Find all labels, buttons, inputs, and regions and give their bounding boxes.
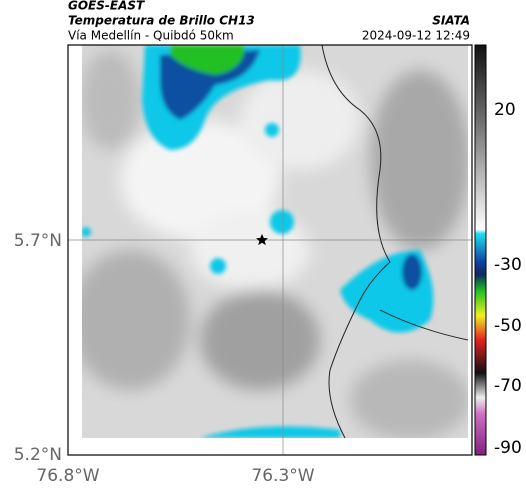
lon-label: 76.8°W xyxy=(36,466,99,486)
route: Vía Medellín - Quibdó 50km xyxy=(68,29,234,43)
location-marker xyxy=(256,234,268,246)
map-frame xyxy=(67,44,473,456)
satellite: GOES-EAST xyxy=(68,0,145,13)
lon-label: 76.3°W xyxy=(251,466,314,486)
colorbar-label: -90 xyxy=(494,438,522,458)
product: Temperatura de Brillo CH13 xyxy=(68,14,255,28)
timestamp: 2024-09-12 12:49 xyxy=(362,29,470,43)
colorbar-label: -50 xyxy=(494,316,522,336)
lat-label: 5.7°N xyxy=(14,231,62,251)
colorbar xyxy=(474,44,487,456)
lat-label: 5.2°N xyxy=(14,445,62,465)
axis-labels: 5.7°N 5.2°N 76.8°W 76.3°W xyxy=(14,231,315,486)
colorbar-label: -30 xyxy=(494,255,522,275)
colorbar-label: -70 xyxy=(494,376,522,396)
satellite-image xyxy=(82,45,468,438)
organization: SIATA xyxy=(432,14,470,28)
colorbar-labels: 20 -30 -50 -70 -90 xyxy=(494,100,522,458)
colorbar-label: 20 xyxy=(494,100,516,120)
header: GOES-EAST Temperatura de Brillo CH13 Vía… xyxy=(68,0,470,43)
